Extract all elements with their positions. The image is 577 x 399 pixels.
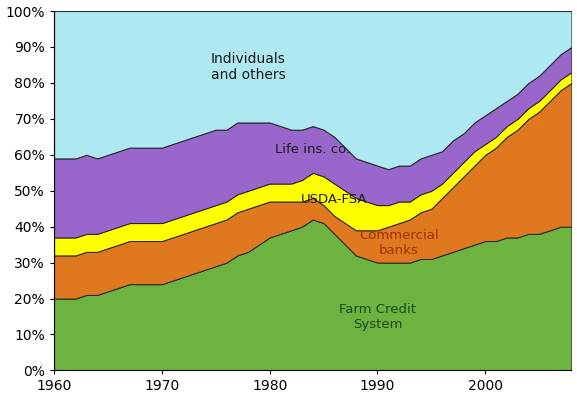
Text: Life ins. co.: Life ins. co. bbox=[275, 143, 350, 156]
Text: Farm Credit
System: Farm Credit System bbox=[339, 302, 416, 330]
Text: Commercial
banks: Commercial banks bbox=[359, 229, 439, 257]
Text: Individuals
and others: Individuals and others bbox=[211, 51, 286, 82]
Text: USDA-FSA: USDA-FSA bbox=[301, 193, 368, 206]
